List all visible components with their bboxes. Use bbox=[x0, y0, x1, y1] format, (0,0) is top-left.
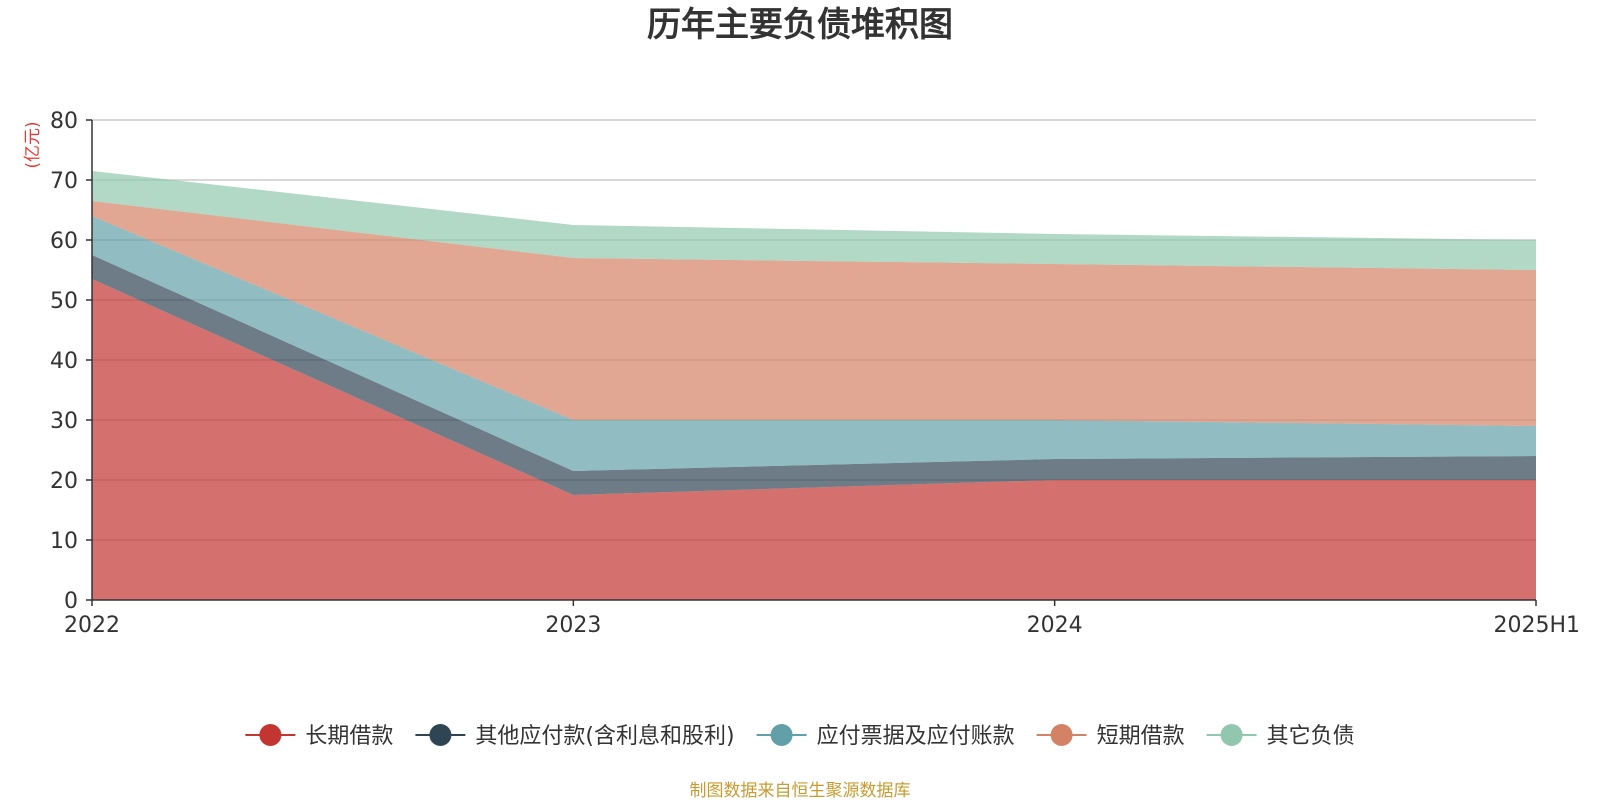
legend-label: 其他应付款(含利息和股利) bbox=[475, 724, 734, 749]
legend-circle-icon bbox=[259, 724, 282, 746]
y-axis-unit-label: (亿元) bbox=[23, 121, 43, 168]
chart-title: 历年主要负债堆积图 bbox=[647, 5, 953, 45]
legend-circle-icon bbox=[1050, 724, 1073, 746]
y-tick-label: 20 bbox=[50, 469, 78, 494]
legend-circle-icon bbox=[429, 724, 452, 746]
y-tick-label: 80 bbox=[50, 109, 78, 134]
area-series-1 bbox=[92, 255, 1536, 495]
area-series-4 bbox=[92, 171, 1536, 270]
legend-item-2[interactable]: 应付票据及应付账款 bbox=[756, 724, 1015, 749]
legend-circle-icon bbox=[770, 724, 793, 746]
x-tick-label: 2023 bbox=[545, 613, 601, 638]
y-tick-label: 30 bbox=[50, 409, 78, 434]
area-series-3 bbox=[92, 201, 1536, 426]
legend-item-0[interactable]: 长期借款 bbox=[245, 724, 393, 749]
legend-item-3[interactable]: 短期借款 bbox=[1036, 724, 1185, 749]
legend-label: 应付票据及应付账款 bbox=[817, 724, 1015, 749]
y-tick-label: 60 bbox=[50, 229, 78, 254]
y-tick-label: 10 bbox=[50, 529, 78, 554]
legend-label: 短期借款 bbox=[1097, 724, 1185, 749]
x-tick-label: 2024 bbox=[1027, 613, 1083, 638]
legend-label: 长期借款 bbox=[305, 724, 393, 749]
data-source-note: 制图数据来自恒生聚源数据库 bbox=[690, 781, 911, 800]
area-series-2 bbox=[92, 216, 1536, 471]
x-tick-label: 2022 bbox=[64, 613, 120, 638]
y-tick-label: 50 bbox=[50, 289, 78, 314]
legend-circle-icon bbox=[1220, 724, 1243, 746]
x-tick-label: 2025H1 bbox=[1493, 613, 1580, 638]
legend-item-4[interactable]: 其它负债 bbox=[1206, 724, 1355, 749]
y-tick-label: 40 bbox=[50, 349, 78, 374]
y-axis-ticks: 0 10 20 30 40 50 60 70 80 bbox=[50, 109, 92, 614]
y-tick-label: 70 bbox=[50, 169, 78, 194]
x-axis-ticks: 2022 2023 2024 2025H1 bbox=[64, 600, 1580, 638]
area-series bbox=[92, 171, 1536, 600]
legend-item-1[interactable]: 其他应付款(含利息和股利) bbox=[415, 724, 735, 749]
area-series-0 bbox=[92, 279, 1536, 600]
legend-label: 其它负债 bbox=[1267, 724, 1355, 749]
y-tick-label: 0 bbox=[64, 589, 78, 614]
legend: 长期借款 其他应付款(含利息和股利) 应付票据及应付账款 短期借款 其它负债 bbox=[245, 724, 1355, 749]
